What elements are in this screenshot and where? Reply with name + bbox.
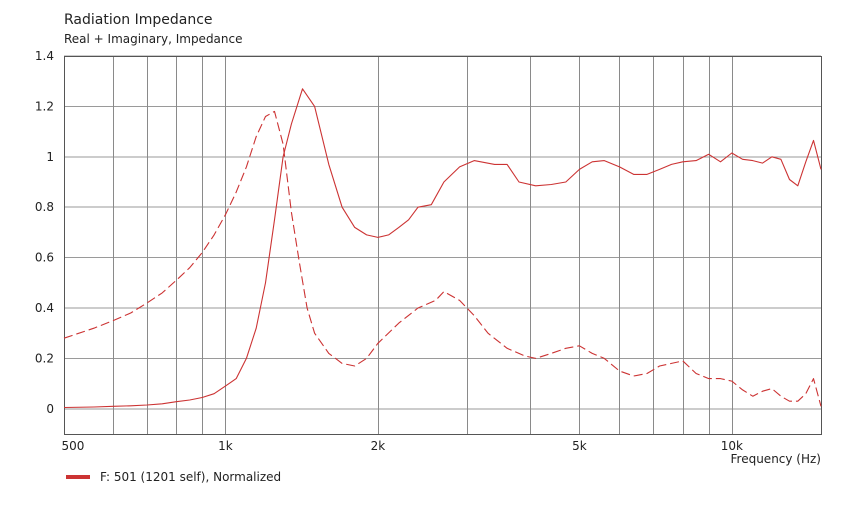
x-tick-label: 5k — [572, 439, 587, 453]
x-tick-label: 1k — [218, 439, 233, 453]
legend-swatch — [66, 475, 90, 479]
legend-label: F: 501 (1201 self), Normalized — [100, 470, 282, 484]
y-tick-label: 1.4 — [35, 49, 54, 63]
series-line-real — [63, 88, 822, 409]
chart-subtitle: Real + Imaginary, Impedance — [64, 32, 243, 46]
y-tick-label: 1 — [46, 150, 54, 164]
x-axis-label: Frequency (Hz) — [731, 452, 822, 466]
x-tick-label: 500 — [62, 439, 85, 453]
y-tick-label: 0 — [46, 402, 54, 416]
y-tick-label: 0.2 — [35, 351, 54, 365]
y-tick-label: 0.6 — [35, 251, 54, 265]
y-tick-label: 0.8 — [35, 200, 54, 214]
x-tick-label: 2k — [371, 439, 386, 453]
chart-title: Radiation Impedance — [64, 12, 213, 28]
legend: F: 501 (1201 self), Normalized — [66, 470, 281, 484]
y-tick-label: 1.2 — [35, 99, 54, 113]
x-tick-label: 10k — [721, 439, 743, 453]
plot-frame — [64, 56, 822, 435]
y-tick-label: 0.4 — [35, 301, 54, 315]
series-line-imaginary — [63, 110, 822, 407]
